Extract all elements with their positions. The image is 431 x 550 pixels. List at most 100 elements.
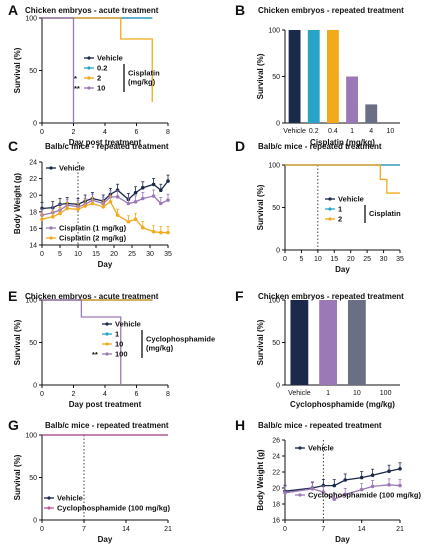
x-tick-label: 0.2: [309, 128, 319, 135]
bar: [347, 300, 366, 385]
data-point: [359, 487, 364, 492]
y-axis-label: Survival (%): [13, 319, 22, 365]
legend-marker: [87, 66, 91, 70]
x-tick-label: 2: [72, 391, 76, 398]
y-axis-label: Survival (%): [256, 53, 265, 99]
legend-marker: [328, 217, 332, 221]
x-tick-label: 0.4: [328, 128, 338, 135]
y-axis-label: Survival (%): [256, 184, 265, 230]
data-point: [321, 490, 326, 494]
panel-title: Chicken embryos - repeated treatment: [258, 292, 404, 301]
legend-marker: [47, 506, 51, 510]
significance-mark: *: [74, 74, 77, 83]
x-axis-label: Cisplatin (mg/kg): [310, 138, 375, 147]
series-line: [41, 200, 168, 234]
panel-g: G Balb/c mice - repeated treatment 0 50 100 S…: [8, 417, 172, 544]
x-tick-label: 25: [363, 256, 371, 263]
series-line: [41, 180, 169, 210]
data-point: [65, 206, 69, 211]
data-point: [151, 194, 156, 198]
data-point: [101, 205, 105, 209]
data-point: [115, 195, 120, 199]
y-tick-label: 14: [29, 243, 37, 250]
bar: [365, 104, 378, 123]
y-tick-label: 0: [276, 248, 280, 255]
y-tick-label: 26: [272, 438, 280, 445]
legend-marker: [87, 56, 91, 60]
data-point: [126, 219, 131, 224]
x-tick-label: 7: [321, 526, 325, 533]
panel-label: A: [8, 2, 18, 18]
data-point: [166, 198, 170, 202]
legend-entry: Cisplatin (2 mg/kg): [59, 234, 127, 243]
x-tick-label: 4: [103, 391, 107, 398]
data-point: [387, 469, 391, 474]
data-point: [159, 201, 163, 206]
data-point: [141, 225, 145, 230]
y-tick-label: 22: [29, 176, 37, 183]
legend-entry: Vehicle: [308, 444, 334, 453]
data-point: [115, 213, 120, 217]
y-axis-label: Body Weight (g): [256, 449, 265, 511]
series-line: [284, 468, 401, 492]
y-axis-label: Survival (%): [13, 454, 22, 500]
data-point: [398, 483, 402, 488]
legend-title: (mg/kg): [146, 344, 174, 353]
legend-marker: [87, 86, 91, 90]
legend-entry: Vehicle: [115, 320, 141, 329]
x-tick-label: 21: [396, 526, 404, 533]
y-tick-label: 20: [272, 486, 280, 493]
x-tick-label: 30: [146, 251, 154, 258]
legend-title: (mg/kg): [128, 78, 156, 87]
y-tick-label: 16: [272, 518, 280, 525]
x-tick-label: 4: [369, 128, 373, 135]
x-tick-label: 35: [164, 251, 172, 258]
x-tick-label: 4: [103, 129, 107, 136]
panel-label: C: [8, 138, 18, 154]
data-point: [370, 473, 375, 478]
x-tick-label: Vehicle: [288, 390, 311, 397]
y-tick-label: 24: [29, 160, 37, 167]
x-tick-label: 0: [283, 526, 287, 533]
legend-marker: [49, 236, 53, 240]
y-tick-label: 0: [33, 383, 37, 390]
data-point: [151, 229, 156, 234]
y-tick-label: 0: [33, 121, 37, 128]
significance-mark: **: [92, 350, 98, 359]
legend-marker: [49, 226, 53, 230]
x-tick-label: Vehicle: [283, 128, 306, 135]
x-axis-label: Day: [335, 265, 350, 274]
data-point: [398, 467, 402, 471]
y-tick-label: 20: [29, 193, 37, 200]
x-tick-label: 14: [122, 526, 130, 533]
y-tick-label: 100: [25, 433, 37, 440]
legend-marker: [87, 76, 91, 80]
y-tick-label: 100: [268, 163, 280, 170]
data-point: [83, 204, 87, 208]
x-tick-label: 6: [135, 129, 139, 136]
x-tick-label: 0: [283, 256, 287, 263]
panel-label: D: [235, 138, 245, 154]
legend-entry: Cyclophosphamide (100 mg/kg): [308, 491, 421, 500]
legend-title: Cisplatin: [369, 209, 401, 218]
x-axis-label: Day post treatment: [69, 138, 142, 147]
x-tick-label: 0: [40, 391, 44, 398]
bar: [319, 300, 338, 385]
bar: [307, 30, 320, 123]
panel-label: B: [235, 2, 245, 18]
legend-marker: [105, 322, 109, 326]
data-point: [133, 200, 138, 204]
panel-title: Balb/c mice - repeated treatment: [258, 142, 382, 151]
legend-entry: Cisplatin (1 mg/kg): [59, 224, 127, 233]
panel-title: Chicken embryos - acute treatment: [25, 292, 159, 301]
legend-entry: 2: [338, 215, 342, 224]
panel-f: F Chicken embryos - repeated treatment 0 50…: [235, 288, 404, 409]
data-point: [151, 182, 156, 187]
y-tick-label: 50: [29, 340, 37, 347]
data-point: [58, 211, 62, 216]
panel-label: E: [8, 288, 17, 304]
legend-marker: [47, 496, 51, 500]
data-point: [332, 483, 337, 488]
legend-entry: 2: [97, 74, 101, 83]
data-point: [343, 492, 348, 497]
